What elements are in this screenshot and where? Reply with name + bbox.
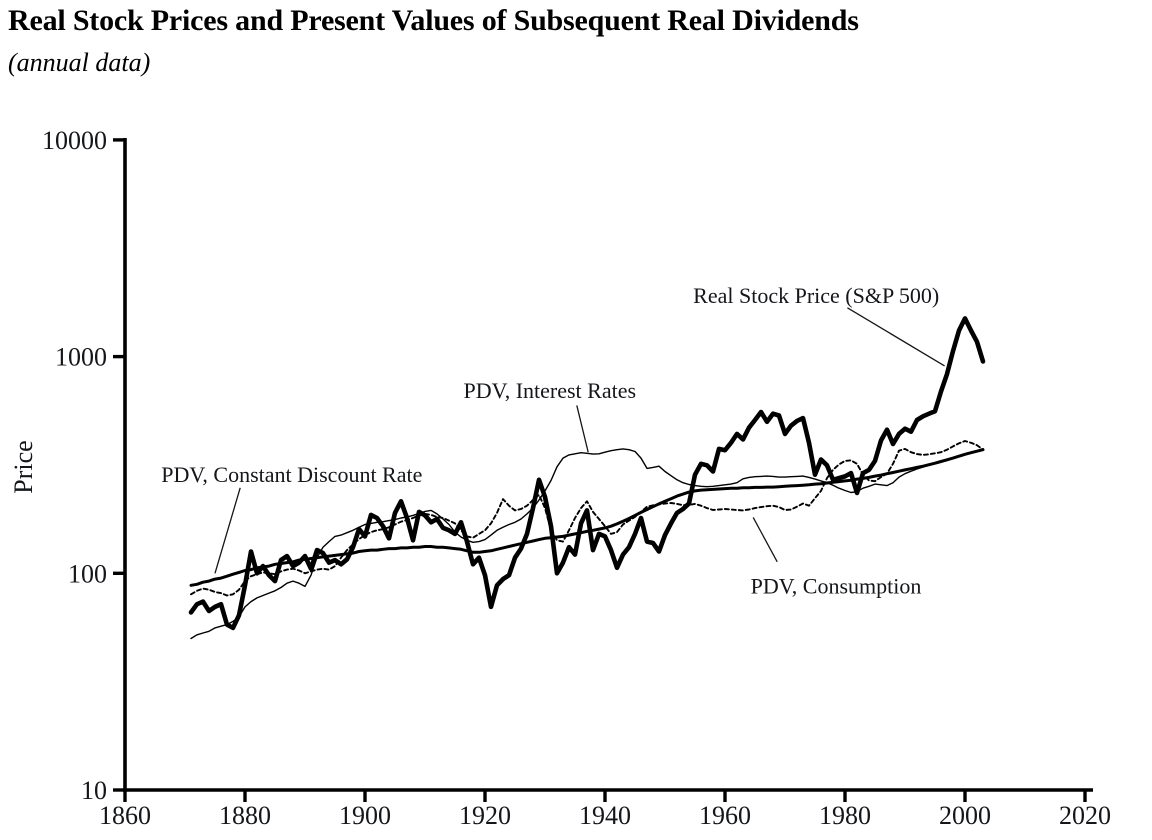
y-tick-label-1000: 1000 — [55, 343, 107, 372]
annotation-label-pdv-interest-rates: PDV, Interest Rates — [464, 378, 637, 403]
annotation-label-pdv-constant-discount-rate: PDV, Constant Discount Rate — [161, 462, 422, 487]
x-tick-label-1920: 1920 — [459, 801, 511, 830]
x-tick-label-1980: 1980 — [819, 801, 871, 830]
series-pdv-consumption — [190, 440, 984, 597]
axes: 1860 1880 1900 1920 1940 1960 1980 2000 2020 10 10… — [42, 126, 1111, 830]
annotation-label-pdv-consumption: PDV, Consumption — [751, 573, 922, 598]
y-tick-label-10: 10 — [81, 776, 107, 805]
annotation-pointer-pdv-interest-rates — [576, 405, 589, 453]
x-tick-label-1960: 1960 — [699, 801, 751, 830]
y-tick-label-100: 100 — [68, 559, 107, 588]
annotation-pointer-pdv-constant-discount-rate — [214, 487, 241, 574]
series-real-stock-price-s-p-500 — [188, 316, 986, 631]
annotations: Real Stock Price (S&P 500) PDV, Interest … — [161, 283, 945, 598]
x-tick-label-1860: 1860 — [99, 801, 151, 830]
y-tick-label-10000: 10000 — [42, 126, 107, 155]
y-axis-label: Price — [9, 440, 38, 493]
x-tick-label-2000: 2000 — [939, 801, 991, 830]
figure-title: Real Stock Prices and Present Values of … — [8, 4, 859, 37]
x-tick-label-1940: 1940 — [579, 801, 631, 830]
annotation-pointer-pdv-consumption — [752, 517, 778, 563]
annotation-label-real-stock-price: Real Stock Price (S&P 500) — [693, 283, 939, 308]
series-pdv-interest-rates — [190, 448, 984, 640]
x-tick-label-1900: 1900 — [339, 801, 391, 830]
annotation-pointer-real-stock-price — [847, 307, 945, 367]
series-lines — [188, 316, 986, 640]
x-tick-label-2020: 2020 — [1059, 801, 1111, 830]
figure-subtitle: (annual data) — [8, 48, 151, 77]
x-tick-label-1880: 1880 — [219, 801, 271, 830]
